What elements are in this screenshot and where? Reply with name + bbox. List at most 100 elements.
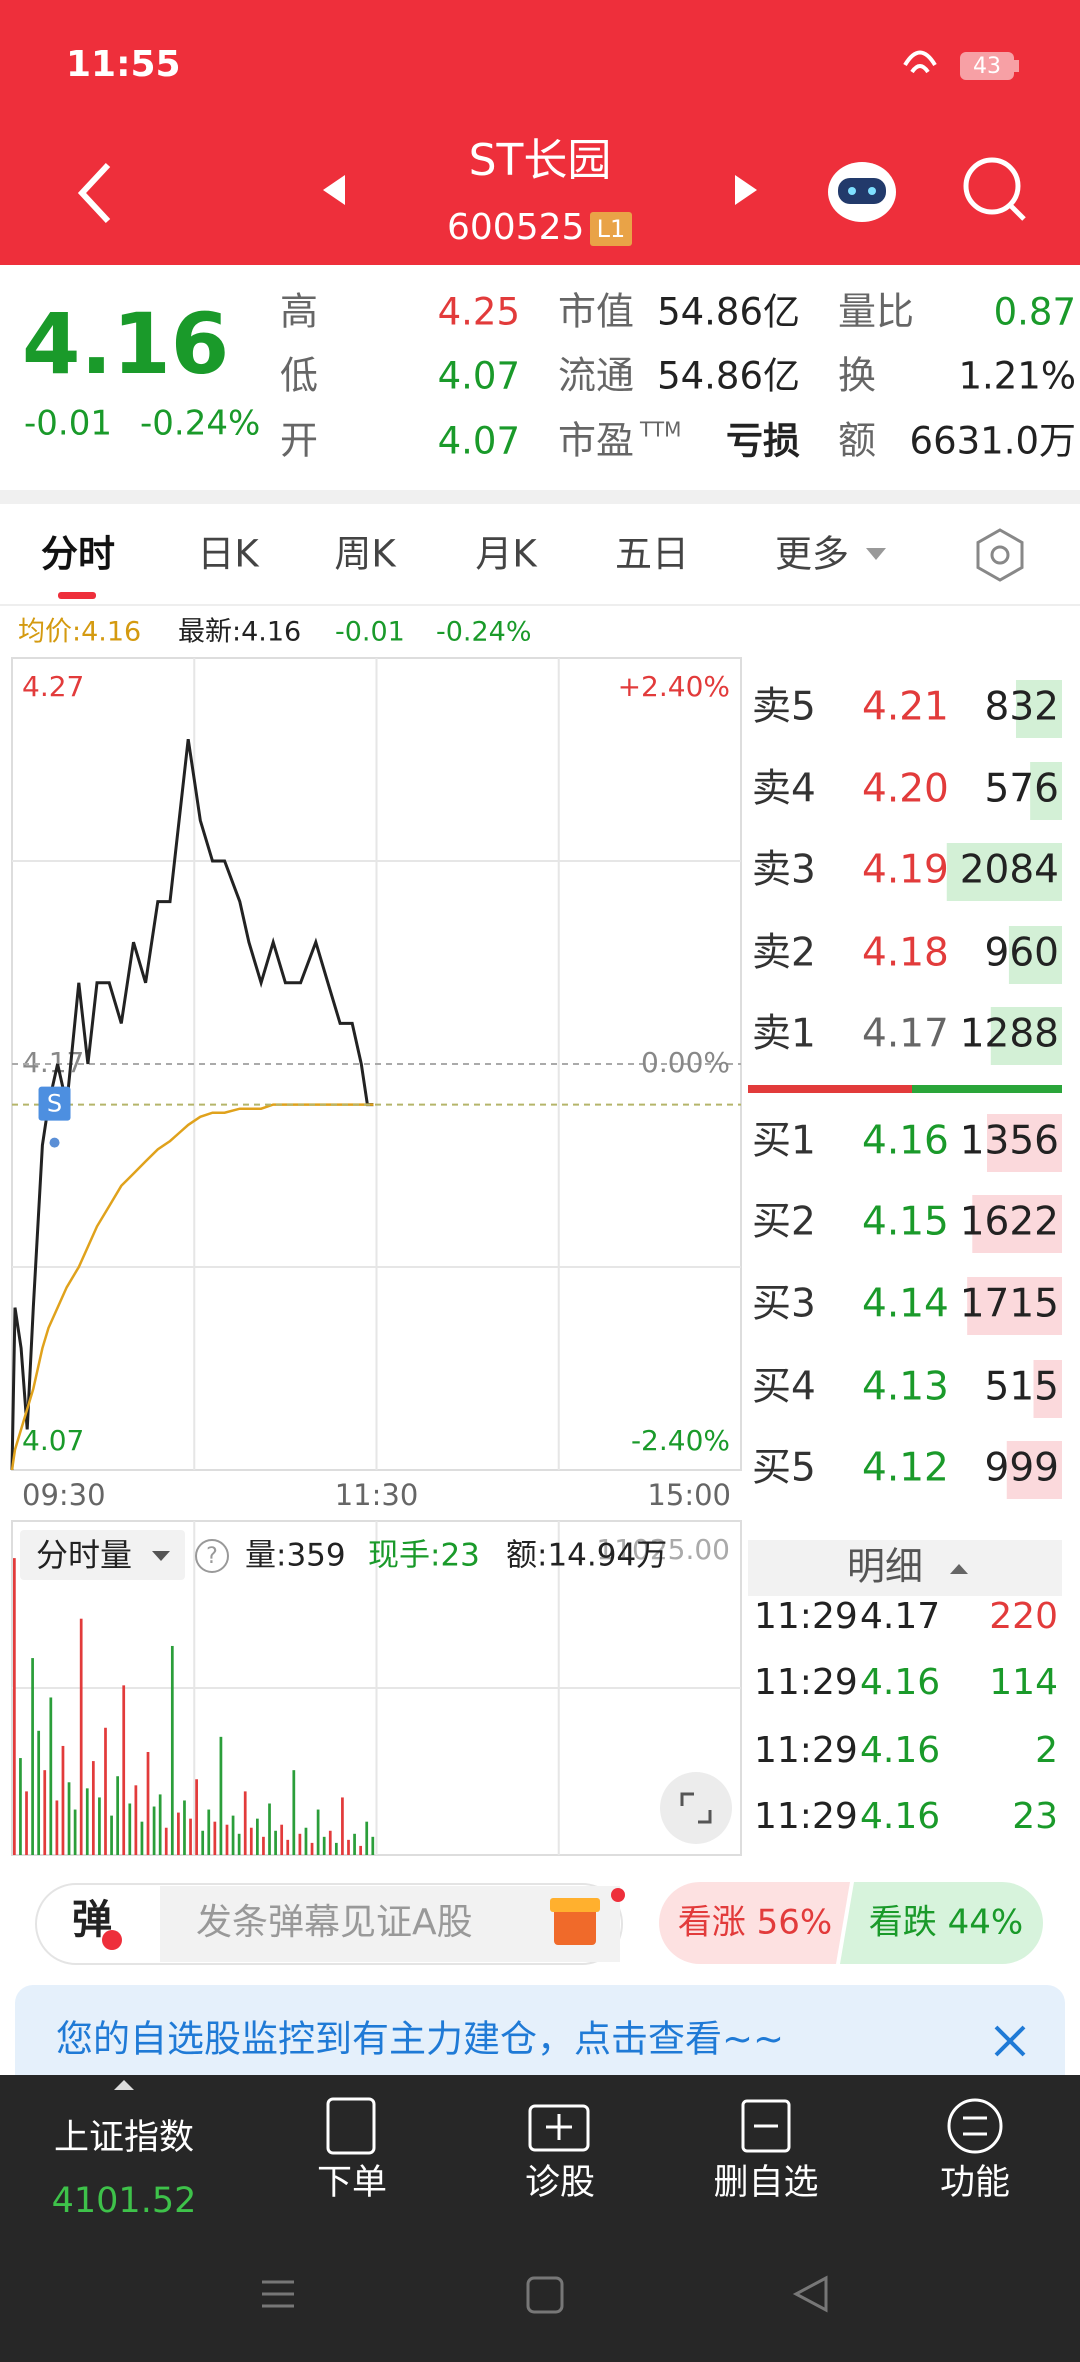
volume-bar (164, 1827, 168, 1855)
volume-bar (249, 1827, 253, 1855)
status-time: 11:55 (66, 44, 181, 85)
volume-bar (213, 1821, 217, 1855)
prev-stock[interactable] (323, 175, 345, 205)
trade-volume: 23 (1012, 1796, 1058, 1837)
last-price: 4.16 (22, 295, 229, 393)
expand-button[interactable] (660, 1772, 732, 1844)
avg-price: 均价:4.16 (18, 617, 141, 648)
index-value: 4101.52 (52, 2181, 197, 2221)
volume-bar (310, 1842, 314, 1855)
stat-label: 低 (280, 354, 318, 398)
bull-button[interactable] (659, 1882, 850, 1964)
tab[interactable]: 更多 (775, 533, 849, 576)
more-arrow (866, 548, 886, 560)
book-price: 4.21 (862, 685, 949, 730)
sys-home[interactable] (526, 2276, 564, 2314)
diagnose-icon (528, 2104, 590, 2152)
tab[interactable]: 日K (197, 533, 260, 576)
bottom-nav (0, 2075, 1080, 2362)
bear-button[interactable] (840, 1882, 1043, 1964)
volume-stat: 现手:23 (368, 1538, 480, 1574)
volume-bar (61, 1745, 65, 1855)
volume-bar (371, 1836, 375, 1855)
volume-bar (359, 1845, 363, 1855)
book-price: 4.12 (862, 1446, 949, 1491)
level-badge-text: L1 (597, 215, 626, 243)
banner-close[interactable] (994, 2025, 1026, 2057)
book-volume: 576 (985, 767, 1059, 812)
stat-label: 额 (838, 419, 876, 463)
danmu-badge-dot (102, 1930, 122, 1950)
tab[interactable]: 周K (334, 533, 397, 576)
volume-bar (231, 1815, 235, 1855)
depth-bar (1006, 1441, 1062, 1499)
price-change-pct: -0.24% (140, 404, 260, 444)
trades-header[interactable] (748, 1540, 1062, 1596)
separator (0, 490, 1080, 504)
gift-icon[interactable] (554, 1907, 596, 1945)
nav-item[interactable]: 功能 (940, 2163, 1010, 2203)
tab[interactable]: 五日 (615, 533, 689, 576)
danmu-input[interactable] (160, 1886, 620, 1962)
volume-bar (13, 1558, 16, 1855)
volume-bar (353, 1833, 356, 1855)
period-tabs: 分时 日K 周K 月K 五日 更多 (41, 533, 886, 576)
banner[interactable] (15, 1985, 1065, 2095)
depth-bar (990, 1007, 1062, 1065)
next-stock[interactable] (735, 175, 757, 205)
book-price: 4.18 (862, 931, 949, 976)
tab[interactable]: 分时 (41, 533, 115, 576)
stat-label: 高 (280, 290, 318, 334)
depth-bar (1030, 762, 1062, 820)
expand-icon (680, 1792, 712, 1824)
function-lines (963, 2116, 987, 2136)
book-label: 买5 (752, 1446, 816, 1491)
depth-bar (967, 1277, 1062, 1335)
index-name[interactable]: 上证指数 (54, 2118, 194, 2158)
order-book: 卖5 4.21 832 卖4 4.20 576 卖3 4.19 2084 卖2 4.18 960 卖1 4… (748, 680, 1062, 1837)
volume-bar (237, 1833, 241, 1855)
volume-bar (104, 1727, 107, 1855)
stat-value: 1.21% (958, 355, 1076, 398)
settings-button[interactable] (976, 528, 1024, 582)
volume-bar (280, 1824, 284, 1855)
depth-bar (1008, 926, 1062, 984)
price-change: -0.01 (24, 404, 112, 444)
nav-item[interactable]: 诊股 (525, 2163, 595, 2203)
help-icon[interactable] (195, 1539, 229, 1573)
sys-menu[interactable] (262, 2280, 294, 2308)
book-price: 4.16 (862, 1119, 949, 1164)
volume-bar (365, 1821, 369, 1855)
danmu-placeholder: 发条弹幕见证A股 (196, 1902, 473, 1943)
sys-back[interactable] (792, 2275, 828, 2313)
robot-face (838, 178, 886, 204)
volume-bar (274, 1830, 277, 1855)
trade-time: 11:29 (754, 1596, 858, 1637)
stat-value: 4.25 (438, 291, 520, 334)
volume-selector[interactable] (20, 1530, 185, 1580)
x-tick-label: 15:00 (647, 1478, 731, 1512)
order-icon (326, 2097, 376, 2155)
volume-bar (286, 1839, 290, 1855)
stat-label: 市值 (558, 290, 634, 334)
stat-value: 4.07 (438, 420, 520, 463)
volume-bar (262, 1836, 265, 1855)
volume-bar (158, 1794, 162, 1855)
tab[interactable]: 月K (475, 533, 538, 576)
book-price: 4.13 (862, 1365, 949, 1410)
volume-bar (243, 1791, 247, 1855)
stat-label: 开 (280, 419, 318, 463)
search-button[interactable] (963, 157, 1021, 215)
nav-item[interactable]: 下单 (317, 2163, 387, 2203)
back-button[interactable] (77, 162, 111, 224)
nav-item[interactable]: 删自选 (713, 2163, 818, 2203)
stock-code: 600525 (447, 207, 584, 248)
trade-price: 4.16 (860, 1796, 940, 1837)
y2-tick-label: 0.00% (641, 1046, 730, 1079)
latest-price: 最新:4.16 (178, 617, 301, 648)
volume-bar (268, 1803, 271, 1855)
stat-value: 6631.0万 (910, 420, 1076, 463)
volume-bar (170, 1645, 174, 1855)
volume-bar (225, 1824, 229, 1855)
